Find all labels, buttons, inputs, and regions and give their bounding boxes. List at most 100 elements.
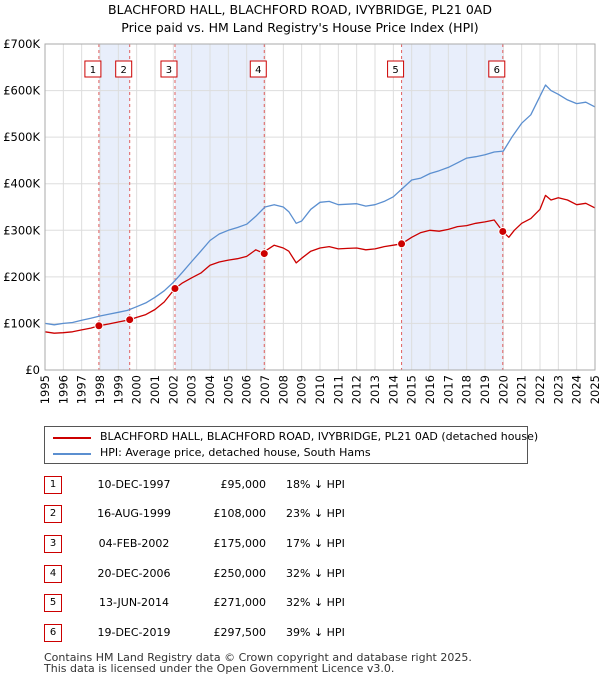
chart-subtitle: Price paid vs. HM Land Registry's House … xyxy=(121,20,479,35)
sale-point xyxy=(94,321,104,331)
sale-date: 10-DEC-1997 xyxy=(97,478,171,491)
footer-line-2: This data is licensed under the Open Gov… xyxy=(44,662,395,675)
legend-label-hpi: HPI: Average price, detached house, Sout… xyxy=(100,446,371,459)
sale-number-label: 2 xyxy=(115,60,133,78)
sale-price: £297,500 xyxy=(213,626,267,639)
footer-attribution: Contains HM Land Registry data © Crown c… xyxy=(44,652,472,674)
table-row: 4 20-DEC-2006 £250,000 32% ↓ HPI xyxy=(44,565,584,585)
y-tick-label: £400K xyxy=(3,177,40,191)
sale-number-badge: 1 xyxy=(44,476,62,494)
x-tick-label: 2004 xyxy=(203,375,217,404)
sale-number-text: 6 xyxy=(494,65,500,76)
x-tick-label: 2014 xyxy=(386,375,400,404)
table-row: 1 10-DEC-1997 £95,000 18% ↓ HPI xyxy=(44,476,584,496)
x-tick-label: 1997 xyxy=(75,375,89,404)
x-tick-label: 2010 xyxy=(313,375,327,404)
y-tick-label: £200K xyxy=(3,270,40,284)
sale-number-text: 4 xyxy=(255,65,261,76)
hpi-series-line xyxy=(44,84,596,326)
sale-number-text: 5 xyxy=(392,65,398,76)
sale-number-label: 5 xyxy=(387,60,405,78)
sale-number-badge: 5 xyxy=(44,594,62,612)
sale-hpi-diff: 18% ↓ HPI xyxy=(286,478,345,491)
sale-point xyxy=(259,249,269,259)
x-tick-label: 2003 xyxy=(185,375,199,404)
sale-number-badge: 3 xyxy=(44,535,62,553)
x-tick-label: 2008 xyxy=(276,375,290,404)
legend-swatch-property xyxy=(53,437,91,439)
x-tick-label: 2020 xyxy=(496,375,510,404)
sale-number-box xyxy=(84,60,102,78)
sale-date: 16-AUG-1999 xyxy=(97,507,171,520)
y-tick-label: £500K xyxy=(3,130,40,144)
table-row: 5 13-JUN-2014 £271,000 32% ↓ HPI xyxy=(44,594,584,614)
x-tick-label: 2021 xyxy=(515,375,529,404)
shaded-period xyxy=(401,44,503,370)
legend-label-property: BLACHFORD HALL, BLACHFORD ROAD, IVYBRIDG… xyxy=(100,430,539,443)
table-row: 3 04-FEB-2002 £175,000 17% ↓ HPI xyxy=(44,535,584,555)
sale-number-box xyxy=(115,60,133,78)
sale-price: £271,000 xyxy=(213,596,267,609)
sale-date: 20-DEC-2006 xyxy=(97,567,171,580)
sale-number-badge: 6 xyxy=(44,624,62,642)
x-tick-label: 2015 xyxy=(405,375,419,404)
plot-frame xyxy=(44,43,596,371)
chart-title: BLACHFORD HALL, BLACHFORD ROAD, IVYBRIDG… xyxy=(108,2,492,17)
x-tick-label: 2011 xyxy=(331,375,345,404)
y-tick-label: £700K xyxy=(3,37,40,51)
y-tick-label: £600K xyxy=(3,84,40,98)
x-tick-label: 2022 xyxy=(533,375,547,404)
x-tick-label: 2000 xyxy=(130,375,144,404)
sale-point xyxy=(498,226,508,236)
sale-number-box xyxy=(387,60,405,78)
legend-swatch-hpi xyxy=(53,453,91,455)
sale-date: 19-DEC-2019 xyxy=(97,626,171,639)
x-tick-label: 2002 xyxy=(166,375,180,404)
sale-point xyxy=(397,239,407,249)
x-tick-label: 2012 xyxy=(350,375,364,404)
x-tick-label: 2007 xyxy=(258,375,272,404)
sale-number-badge: 4 xyxy=(44,565,62,583)
x-tick-label: 2025 xyxy=(588,375,600,404)
property-series-line xyxy=(44,194,596,334)
sale-number-text: 1 xyxy=(90,65,96,76)
x-tick-label: 2023 xyxy=(551,375,565,404)
sale-number-box xyxy=(160,60,178,78)
x-tick-label: 2024 xyxy=(570,375,584,404)
sale-price: £250,000 xyxy=(213,567,267,580)
sale-number-label: 3 xyxy=(160,60,178,78)
table-row: 2 16-AUG-1999 £108,000 23% ↓ HPI xyxy=(44,505,584,525)
sale-hpi-diff: 23% ↓ HPI xyxy=(286,507,345,520)
price-chart: 1 2 3 4 5 6 £0 £100K £200K £300K £400K £500K £600K £7… xyxy=(3,37,600,404)
y-tick-label: £0 xyxy=(25,363,40,377)
legend: BLACHFORD HALL, BLACHFORD ROAD, IVYBRIDG… xyxy=(44,426,538,464)
sale-number-box xyxy=(249,60,267,78)
sale-hpi-diff: 39% ↓ HPI xyxy=(286,626,345,639)
x-tick-label: 2016 xyxy=(423,375,437,404)
sale-price: £175,000 xyxy=(213,537,267,550)
x-tick-label: 1995 xyxy=(38,375,52,404)
sale-date: 13-JUN-2014 xyxy=(98,596,170,609)
sale-number-text: 2 xyxy=(121,65,127,76)
sale-point xyxy=(125,315,135,325)
sale-hpi-diff: 32% ↓ HPI xyxy=(286,596,345,609)
x-tick-label: 2001 xyxy=(148,375,162,404)
x-tick-label: 2019 xyxy=(478,375,492,404)
sale-number-badge: 2 xyxy=(44,505,62,523)
sale-hpi-diff: 17% ↓ HPI xyxy=(286,537,345,550)
footer-line-1: Contains HM Land Registry data © Crown c… xyxy=(44,651,472,664)
x-tick-label: 2006 xyxy=(240,375,254,404)
sale-number-box xyxy=(488,60,506,78)
sale-number-text: 3 xyxy=(166,65,172,76)
sale-price: £95,000 xyxy=(220,478,267,491)
x-tick-label: 2009 xyxy=(295,375,309,404)
x-tick-label: 1999 xyxy=(111,375,125,404)
sale-number-label: 4 xyxy=(249,60,267,78)
y-tick-label: £300K xyxy=(3,223,40,237)
sale-date: 04-FEB-2002 xyxy=(98,537,170,550)
x-tick-label: 2017 xyxy=(441,375,455,404)
sale-hpi-diff: 32% ↓ HPI xyxy=(286,567,345,580)
x-tick-label: 2005 xyxy=(221,375,235,404)
sale-point xyxy=(170,284,180,293)
y-tick-label: £100K xyxy=(3,316,40,330)
